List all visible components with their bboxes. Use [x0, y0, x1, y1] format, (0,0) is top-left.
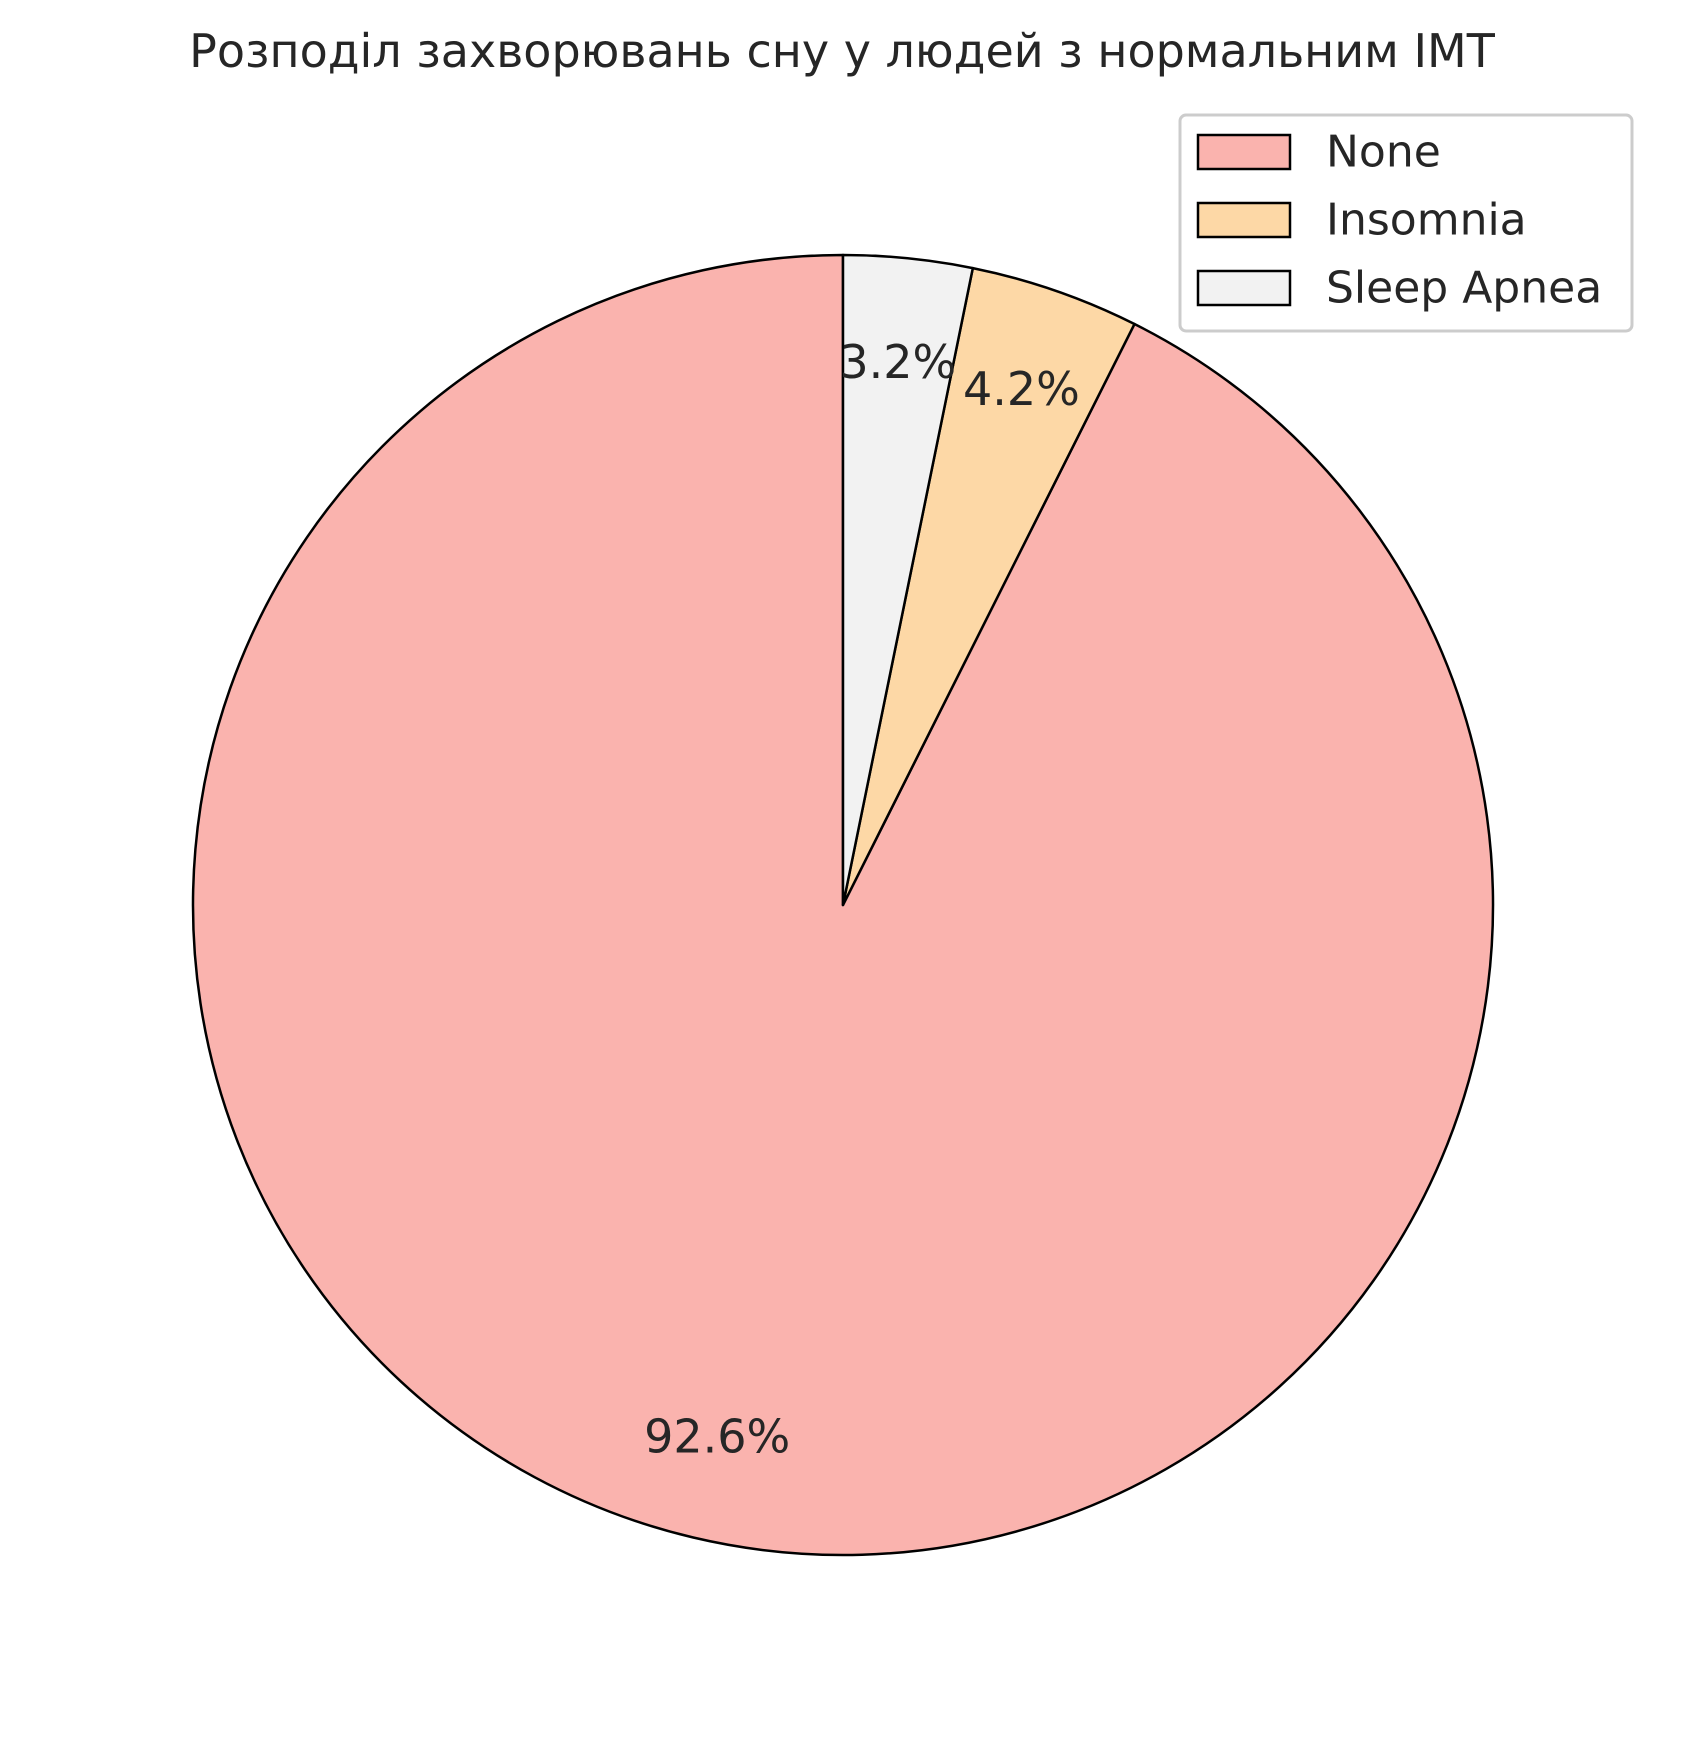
pct-label-sleep-apnea: 3.2%	[839, 335, 956, 389]
legend-label-sleep-apnea: Sleep Apnea	[1326, 263, 1602, 314]
pct-label-insomnia: 4.2%	[963, 362, 1080, 416]
percentage-labels: 92.6% 4.2%3.2%	[644, 335, 1080, 1464]
legend-label-insomnia: Insomnia	[1326, 195, 1527, 246]
legend-frame	[1178, 113, 1634, 333]
pie-slice-sleep-apnea	[841, 253, 975, 907]
legend-label-none: None	[1326, 127, 1441, 178]
legend-swatch-none	[1196, 133, 1292, 171]
pct-label-none: 92.6%	[644, 1409, 790, 1463]
legend-swatch-sleep-apnea	[1196, 269, 1292, 307]
legend: None Insomnia Sleep Apnea	[1178, 113, 1634, 333]
pie-slice-insomnia	[841, 266, 1136, 907]
chart-title: Розподіл захворювань сну у людей з норма…	[189, 24, 1496, 78]
pie-slices	[191, 253, 1495, 1557]
legend-swatch-insomnia	[1196, 201, 1292, 239]
